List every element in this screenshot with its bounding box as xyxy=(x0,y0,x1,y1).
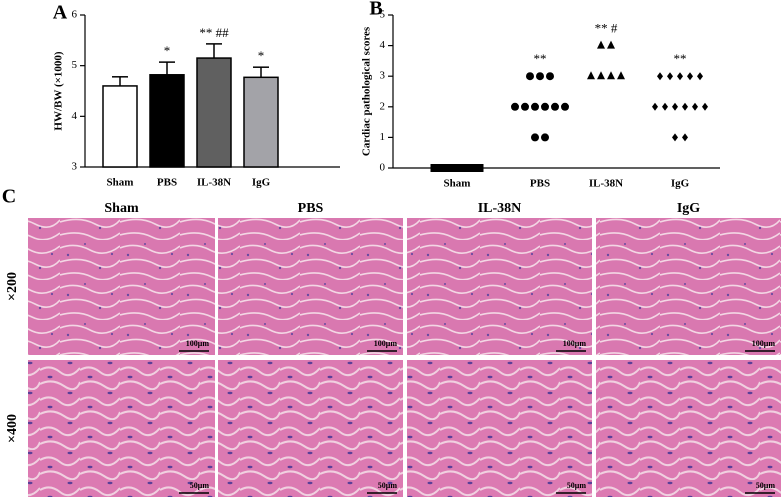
y-tick-label: 5 xyxy=(380,9,386,21)
dot xyxy=(697,72,703,81)
bar xyxy=(149,74,185,168)
scale-bar-label: 100μm xyxy=(374,339,398,348)
row-label: ×200 xyxy=(5,272,20,301)
dot xyxy=(440,164,449,172)
panel-label: A xyxy=(53,2,68,24)
y-tick-label: 5 xyxy=(72,59,78,71)
bar xyxy=(243,76,279,168)
dot xyxy=(541,102,549,111)
y-tick-label: 2 xyxy=(380,100,386,112)
histology-image xyxy=(28,218,215,355)
histology-image xyxy=(407,218,592,355)
dot xyxy=(470,164,479,172)
dot xyxy=(465,164,474,172)
dot xyxy=(475,164,484,172)
x-tick-label: Sham xyxy=(107,177,134,189)
dot xyxy=(682,102,688,111)
dot xyxy=(511,102,519,111)
y-tick-label: 3 xyxy=(72,161,78,173)
histology-image xyxy=(218,218,403,355)
y-tick-label: 6 xyxy=(72,9,78,21)
bar xyxy=(196,57,232,168)
y-tick-label: 4 xyxy=(380,39,386,51)
y-tick-label: 0 xyxy=(380,162,386,174)
x-tick-label: IL-38N xyxy=(197,177,231,189)
y-tick-label: 4 xyxy=(72,110,78,122)
dot xyxy=(617,71,625,80)
dot xyxy=(460,164,469,172)
dot xyxy=(682,133,688,142)
scale-bar-label: 50μm xyxy=(190,481,210,490)
histology-image xyxy=(407,360,592,497)
scale-bar-label: 100μm xyxy=(563,339,587,348)
dot xyxy=(607,71,615,80)
bar xyxy=(102,85,138,168)
y-tick-label: 3 xyxy=(380,70,386,82)
dot xyxy=(531,102,539,111)
y-tick-label: 1 xyxy=(380,131,386,143)
dot xyxy=(561,102,569,111)
x-tick-label: IL-38N xyxy=(589,178,623,190)
dot xyxy=(551,102,559,111)
dot xyxy=(587,71,595,80)
annotation: ** xyxy=(534,51,547,66)
dot xyxy=(657,72,663,81)
annotation: * xyxy=(258,48,265,63)
panel-label: B xyxy=(369,0,382,20)
dot xyxy=(450,164,459,172)
column-header: Sham xyxy=(104,201,139,216)
annotation: * xyxy=(164,43,171,58)
histology-image xyxy=(218,360,403,497)
annotation: ** ## xyxy=(199,25,229,40)
x-tick-label: IgG xyxy=(671,178,690,190)
dot xyxy=(445,164,454,172)
dot xyxy=(702,102,708,111)
column-header: IgG xyxy=(677,201,700,216)
column-header: PBS xyxy=(298,201,324,216)
dot xyxy=(692,102,698,111)
panel-label: C xyxy=(2,186,16,208)
y-axis-label: HW/BW (×1000) xyxy=(53,51,65,130)
dot xyxy=(597,40,605,49)
y-axis-label: Cardiac pathological scores xyxy=(361,26,373,156)
x-tick-label: IgG xyxy=(252,177,271,189)
dot xyxy=(677,72,683,81)
dot xyxy=(430,164,439,172)
dot xyxy=(607,40,615,49)
dot xyxy=(667,72,673,81)
dot xyxy=(455,164,464,172)
histology-image xyxy=(596,360,781,497)
x-tick-label: PBS xyxy=(530,178,550,190)
dot xyxy=(652,102,658,111)
scale-bar-label: 100μm xyxy=(186,339,210,348)
annotation: ** xyxy=(674,51,687,66)
scale-bar-label: 50μm xyxy=(378,481,398,490)
dot xyxy=(541,133,549,142)
dot xyxy=(536,72,544,81)
dot xyxy=(687,72,693,81)
dot xyxy=(546,72,554,81)
dot xyxy=(597,71,605,80)
x-tick-label: Sham xyxy=(444,178,471,190)
row-label: ×400 xyxy=(5,414,20,443)
dot xyxy=(435,164,444,172)
histology-image xyxy=(28,360,215,497)
annotation: ** # xyxy=(595,21,618,36)
dot xyxy=(526,72,534,81)
histology-image xyxy=(596,218,781,355)
column-header: IL-38N xyxy=(478,201,522,216)
x-tick-label: PBS xyxy=(157,177,177,189)
scale-bar-label: 50μm xyxy=(756,481,776,490)
dot xyxy=(662,102,668,111)
dot xyxy=(672,133,678,142)
scale-bar-label: 100μm xyxy=(752,339,776,348)
dot xyxy=(521,102,529,111)
dot xyxy=(531,133,539,142)
dot xyxy=(672,102,678,111)
scale-bar-label: 50μm xyxy=(567,481,587,490)
